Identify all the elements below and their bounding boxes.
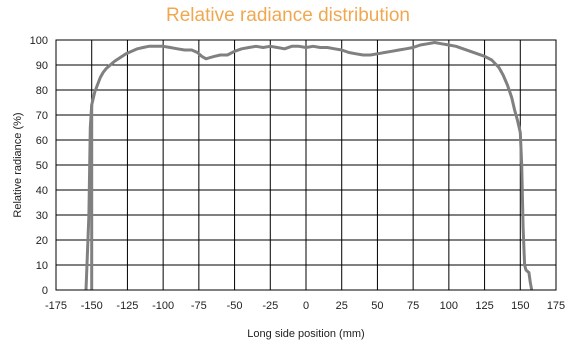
x-tick-label: -125: [116, 300, 138, 312]
x-tick-label: -25: [262, 300, 278, 312]
x-tick-label: 175: [547, 300, 565, 312]
y-tick-label: 80: [36, 85, 48, 97]
y-tick-label: 40: [36, 185, 48, 197]
tick-labels: -175 -150 -125 -100 -75 -50 -25 0 25 50 75 100 125 15…: [30, 35, 566, 312]
y-tick-label: 50: [36, 160, 48, 172]
y-tick-label: 60: [36, 135, 48, 147]
plot-frame: [55, 39, 557, 291]
y-tick-label: 10: [36, 260, 48, 272]
chart-title: Relative radiance distribution: [166, 5, 410, 26]
y-tick-label: 0: [42, 285, 48, 297]
x-tick-label: 75: [407, 300, 419, 312]
y-axis-label: Relative radiance (%): [12, 112, 24, 217]
x-tick-label: 0: [303, 300, 309, 312]
x-tick-label: -100: [152, 300, 174, 312]
x-axis-label: Long side position (mm): [247, 328, 364, 340]
x-tick-label: -75: [191, 300, 207, 312]
x-tick-label: -150: [81, 300, 103, 312]
series-layer: [84, 41, 534, 291]
plot-area-border: [55, 39, 557, 291]
y-tick-label: 30: [36, 210, 48, 222]
y-tick-label: 100: [30, 35, 48, 47]
x-tick-label: -175: [45, 300, 67, 312]
y-tick-label: 20: [36, 235, 48, 247]
x-tick-label: -50: [227, 300, 243, 312]
series-line-1: [84, 41, 534, 291]
x-tick-label: 150: [511, 300, 529, 312]
y-tick-label: 90: [36, 60, 48, 72]
x-tick-label: 125: [475, 300, 493, 312]
x-tick-label: 25: [336, 300, 348, 312]
y-tick-label: 70: [36, 110, 48, 122]
x-tick-label: 50: [371, 300, 383, 312]
x-tick-label: 100: [440, 300, 458, 312]
grid: [55, 39, 557, 291]
